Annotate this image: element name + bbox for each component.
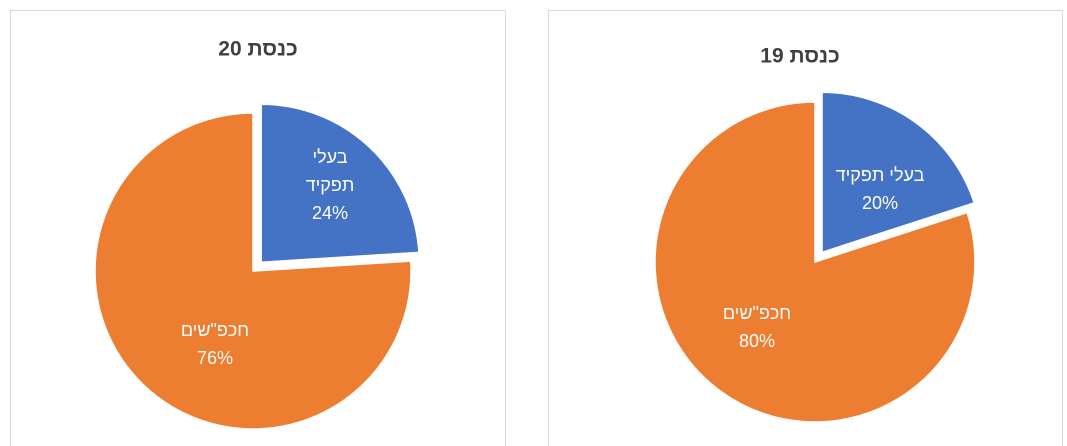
slice-category: בעלי תפקיד bbox=[305, 147, 355, 195]
data-label: חכפ"שים 80% bbox=[677, 299, 837, 355]
data-label: בעלי תפקיד 24% bbox=[290, 143, 370, 227]
slice-value: 20% bbox=[861, 193, 899, 213]
slice-category: בעלי תפקיד bbox=[835, 165, 925, 185]
data-label: חכפ"שים 76% bbox=[135, 316, 295, 372]
chart-title: כנסת 20 bbox=[218, 38, 297, 61]
slice-value: 24% bbox=[311, 203, 349, 223]
pie-slice bbox=[654, 101, 976, 423]
slice-value: 76% bbox=[196, 348, 234, 368]
slice-category: חכפ"שים bbox=[180, 320, 250, 340]
chart-title: כנסת 19 bbox=[760, 45, 839, 68]
pie-slice bbox=[821, 91, 976, 254]
pie-slice bbox=[260, 103, 420, 264]
data-label: בעלי תפקיד 20% bbox=[800, 161, 960, 217]
slice-value: 80% bbox=[738, 331, 776, 351]
slice-category: חכפ"שים bbox=[722, 303, 792, 323]
pie-slice bbox=[94, 112, 412, 430]
